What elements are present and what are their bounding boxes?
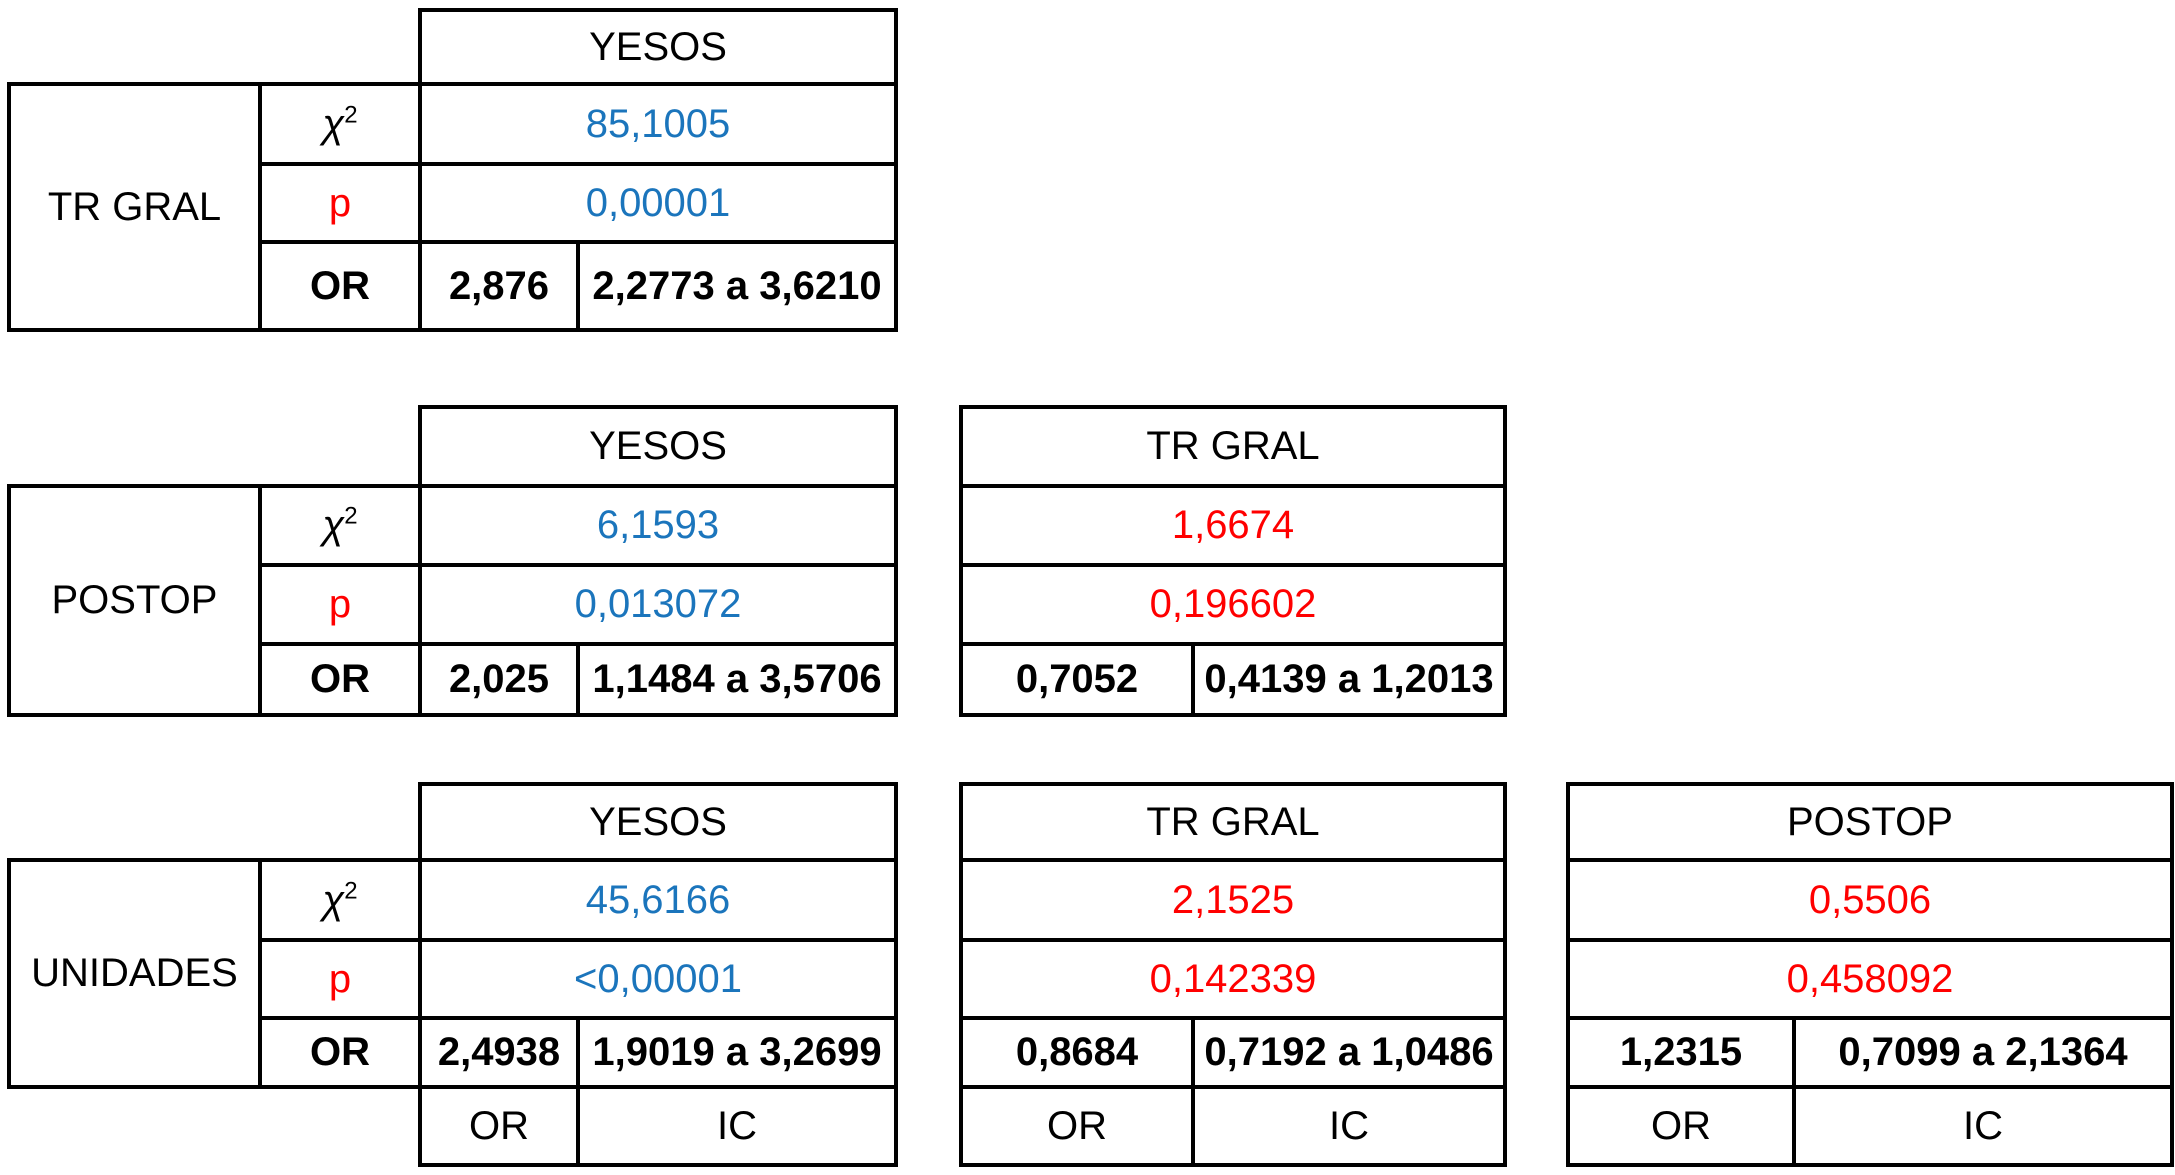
chi-exponent: 2 [344, 101, 358, 129]
or-value-tr-gral: 0,7052 [959, 642, 1195, 717]
chi-exponent: 2 [344, 877, 358, 905]
spacer-cell [896, 1087, 961, 1165]
ci-value-yesos: 1,1484 a 3,5706 [576, 642, 898, 717]
chi2-value-tr-gral: 1,6674 [959, 484, 1507, 567]
spacer-cell [896, 940, 961, 1018]
chi-symbol: χ [322, 877, 345, 922]
row-label-postop: POSTOP [7, 484, 262, 717]
p-value-tr-gral: 0,142339 [959, 938, 1507, 1020]
or-label: OR [258, 642, 422, 717]
p-label: p [258, 563, 422, 646]
header-postop: POSTOP [1566, 782, 2174, 862]
p-label: p [258, 162, 422, 244]
footer-ic-label: IC [1191, 1085, 1507, 1167]
spacer-cell [896, 644, 961, 715]
chi-exponent: 2 [344, 502, 358, 530]
ci-value-tr-gral: 0,4139 a 1,2013 [1191, 642, 1507, 717]
chi2-value-tr-gral: 2,1525 [959, 858, 1507, 942]
p-value-yesos: 0,00001 [418, 162, 898, 244]
table-postop: YESOS TR GRAL POSTOP χ2 6,1593 1,6674 p … [7, 405, 1507, 717]
ci-value-postop: 0,7099 a 2,1364 [1792, 1016, 2174, 1089]
p-label: p [258, 938, 422, 1020]
ci-value-tr-gral: 0,7192 a 1,0486 [1191, 1016, 1507, 1089]
header-tr-gral: TR GRAL [959, 405, 1507, 488]
footer-ic-label: IC [1792, 1085, 2174, 1167]
or-value-yesos: 2,876 [418, 240, 580, 332]
footer-or-label: OR [418, 1085, 580, 1167]
header-yesos: YESOS [418, 782, 898, 862]
spacer-cell [896, 860, 961, 940]
p-value-yesos: 0,013072 [418, 563, 898, 646]
chi-symbol: χ [322, 101, 345, 146]
spacer-cell [896, 407, 961, 486]
chi2-value-postop: 0,5506 [1566, 858, 2174, 942]
p-value-yesos: <0,00001 [418, 938, 898, 1020]
or-value-yesos: 2,025 [418, 642, 580, 717]
or-label: OR [258, 240, 422, 332]
header-yesos: YESOS [418, 8, 898, 86]
or-value-yesos: 2,4938 [418, 1016, 580, 1089]
spacer-cell [9, 10, 420, 84]
spacer-cell [1505, 860, 1568, 940]
table-tr-gral: YESOS TR GRAL χ2 85,1005 p 0,00001 OR 2,… [7, 8, 898, 332]
spacer-cell [896, 1018, 961, 1087]
chi2-value-yesos: 85,1005 [418, 82, 898, 166]
spacer-cell [1505, 1018, 1568, 1087]
ci-value-yesos: 1,9019 a 3,2699 [576, 1016, 898, 1089]
spacer-cell [9, 784, 420, 860]
header-tr-gral: TR GRAL [959, 782, 1507, 862]
spacer-cell [896, 486, 961, 565]
chi2-value-yesos: 6,1593 [418, 484, 898, 567]
or-value-tr-gral: 0,8684 [959, 1016, 1195, 1089]
spacer-cell [1505, 784, 1568, 860]
row-label-unidades: UNIDADES [7, 858, 262, 1089]
chi2-label: χ2 [258, 82, 422, 166]
chi-symbol: χ [322, 503, 345, 547]
footer-or-label: OR [1566, 1085, 1796, 1167]
footer-or-label: OR [959, 1085, 1195, 1167]
spacer-cell [9, 407, 420, 486]
spacer-cell [1505, 940, 1568, 1018]
spacer-cell [896, 784, 961, 860]
spacer-cell [1505, 1087, 1568, 1165]
header-yesos: YESOS [418, 405, 898, 488]
spacer-cell [9, 1087, 420, 1165]
p-value-postop: 0,458092 [1566, 938, 2174, 1020]
spacer-cell [896, 565, 961, 644]
ci-value-yesos: 2,2773 a 3,6210 [576, 240, 898, 332]
row-label-tr-gral: TR GRAL [7, 82, 262, 332]
footer-ic-label: IC [576, 1085, 898, 1167]
p-value-tr-gral: 0,196602 [959, 563, 1507, 646]
or-label: OR [258, 1016, 422, 1089]
table-unidades: YESOS TR GRAL POSTOP UNIDADES χ2 45,6166… [7, 782, 2174, 1167]
chi2-value-yesos: 45,6166 [418, 858, 898, 942]
chi2-label: χ2 [258, 858, 422, 942]
chi2-label: χ2 [258, 484, 422, 567]
or-value-postop: 1,2315 [1566, 1016, 1796, 1089]
